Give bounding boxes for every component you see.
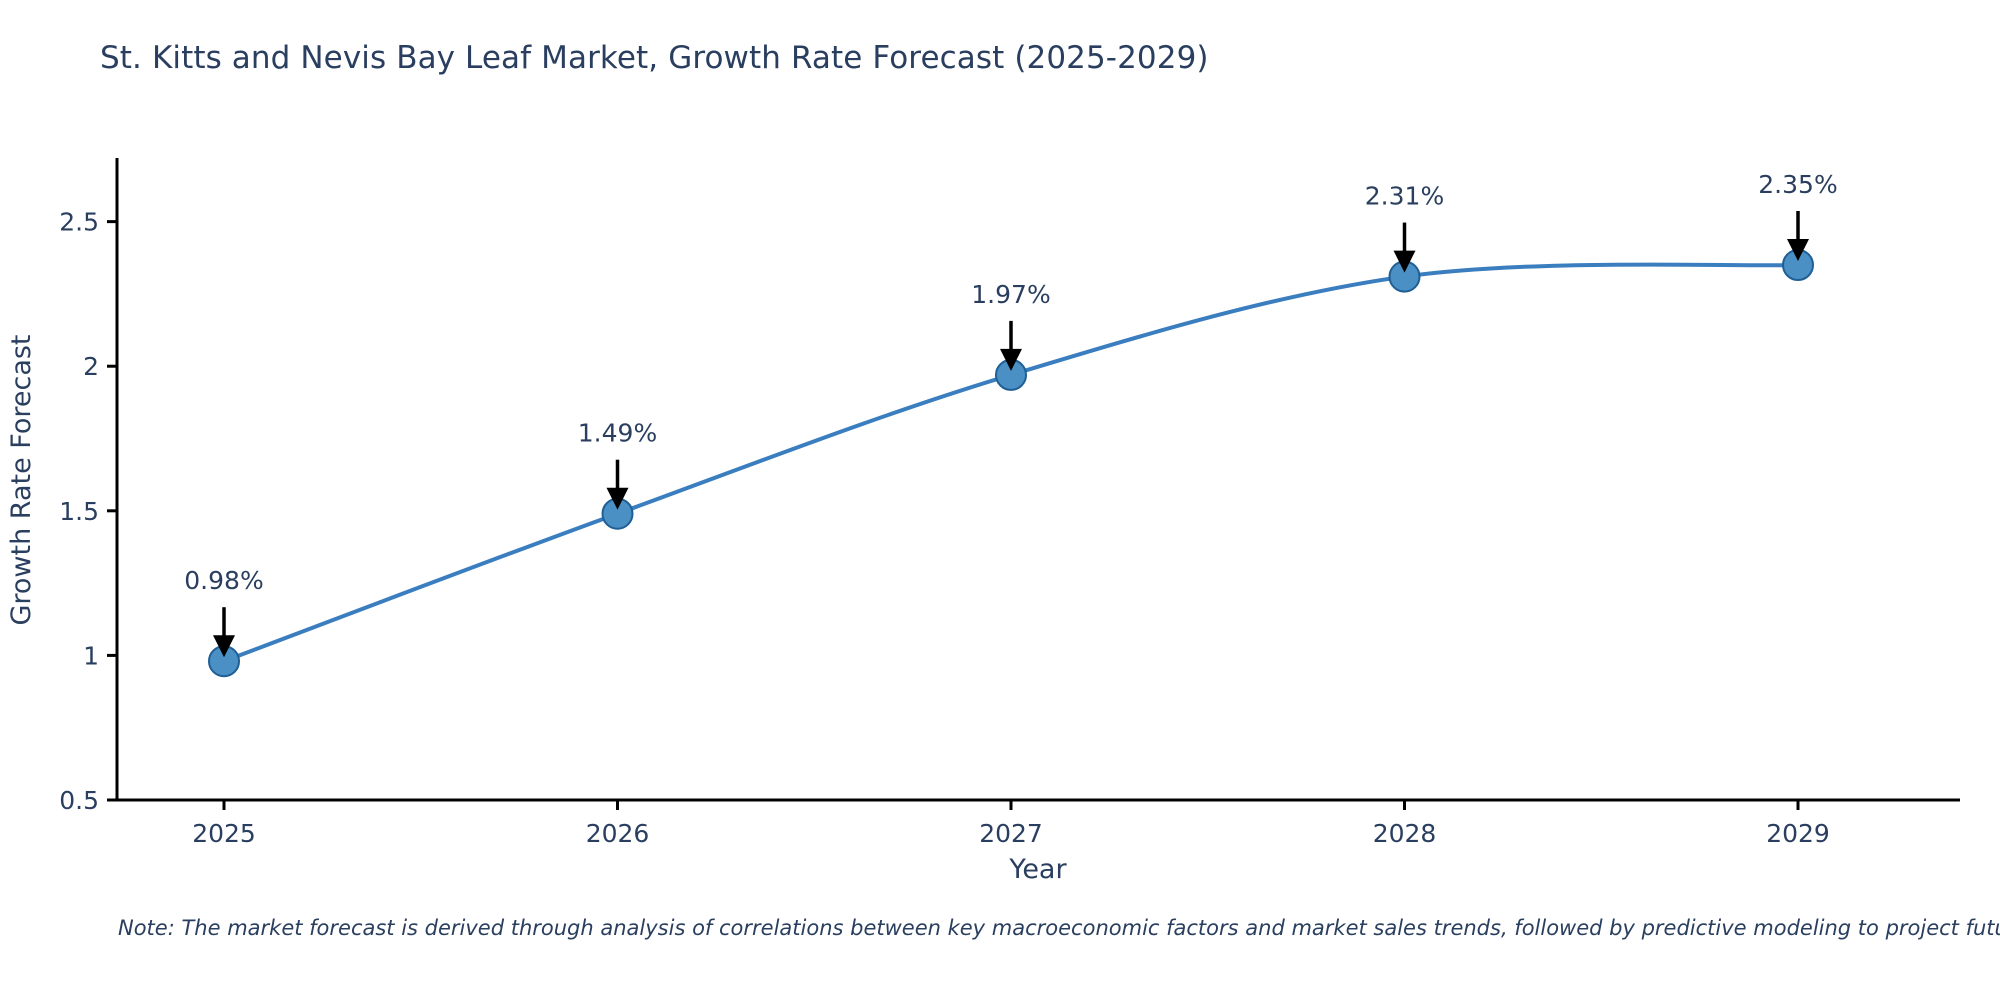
data-point-value-labels: 0.98% 1.49% 1.97% 2.31% 2.35% (184, 170, 1837, 595)
y-tick-label: 2 (83, 352, 99, 381)
annotation-arrow-head (1393, 250, 1416, 273)
x-tick-label: 2027 (979, 819, 1043, 848)
y-tick-label: 2.5 (59, 208, 99, 237)
y-tick-label: 1.5 (59, 497, 99, 526)
data-point-value-label: 2.35% (1758, 170, 1837, 199)
x-axis-ticks (222, 800, 1800, 810)
annotation-arrow-head (1000, 348, 1022, 371)
x-tick-label: 2026 (586, 819, 650, 848)
y-tick-label: 1 (83, 641, 99, 670)
x-tick-label: 2029 (1766, 819, 1830, 848)
data-point-value-label: 1.49% (578, 419, 657, 448)
chart-footnote: Note: The market forecast is derived thr… (118, 916, 2000, 940)
data-point-value-label: 0.98% (184, 566, 263, 595)
annotation-arrows (213, 211, 1809, 658)
data-point-markers[interactable] (208, 249, 1814, 678)
y-axis-ticks (107, 220, 117, 802)
y-axis-title: Growth Rate Forecast (6, 334, 37, 625)
annotation-arrow-head (1787, 239, 1809, 261)
x-tick-label: 2028 (1373, 819, 1437, 848)
data-point-value-label: 2.31% (1365, 182, 1444, 211)
y-tick-label: 0.5 (59, 786, 99, 815)
annotation-arrow-head (606, 487, 629, 510)
x-axis-title: Year (1008, 854, 1067, 885)
data-point-value-label: 1.97% (971, 280, 1050, 309)
x-tick-label: 2025 (192, 819, 256, 848)
annotation-arrow-head (213, 635, 235, 658)
y-axis-tick-labels: 0.5 1 1.5 2 2.5 (59, 208, 99, 815)
x-axis-tick-labels: 2025 2026 2027 2028 2029 (192, 819, 1830, 848)
page-title: St. Kitts and Nevis Bay Leaf Market, Gro… (100, 40, 1209, 76)
